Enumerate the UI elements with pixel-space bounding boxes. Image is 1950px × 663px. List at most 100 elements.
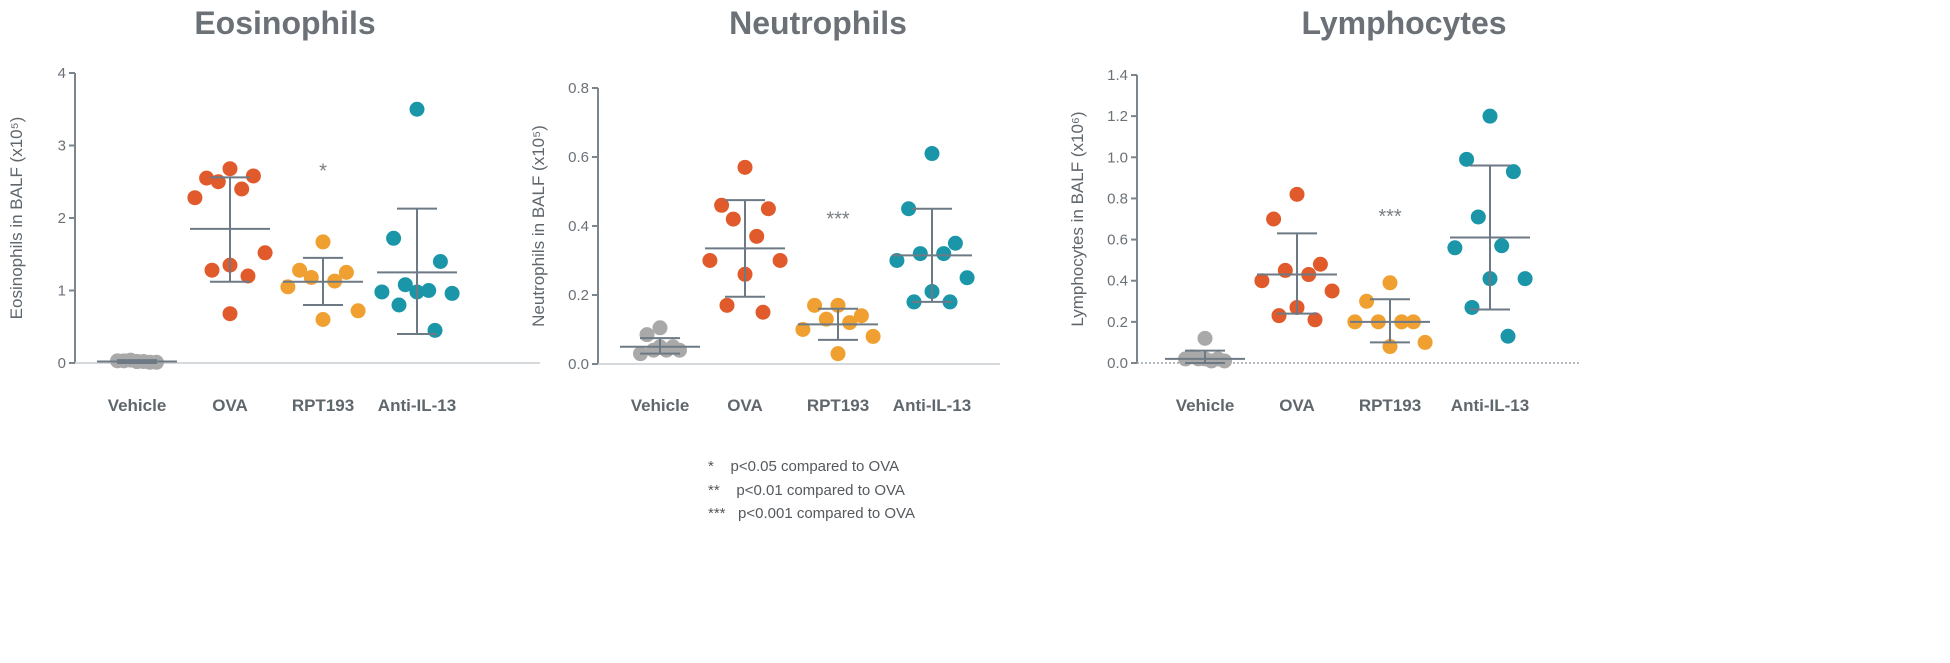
data-point [772, 253, 788, 268]
data-point [1289, 186, 1305, 202]
data-point [737, 159, 753, 175]
data-point [315, 312, 331, 327]
data-point [853, 308, 869, 324]
y-tick-label: 4 [58, 65, 66, 82]
data-point [421, 283, 437, 298]
x-tick-label: RPT193 [807, 396, 869, 415]
data-point [374, 284, 390, 300]
data-point [1517, 271, 1533, 287]
data-point [755, 304, 771, 320]
series-ova [702, 159, 788, 320]
y-tick-label: 0.8 [1107, 190, 1128, 207]
data-point [889, 253, 905, 268]
series-vehicle [620, 320, 700, 362]
significance-marker: *** [826, 209, 850, 231]
data-point [652, 320, 668, 336]
data-point [1217, 353, 1232, 369]
footnote-mark-2: ** [708, 482, 720, 499]
y-tick-label: 1 [58, 283, 66, 300]
data-point [1482, 108, 1498, 124]
x-tick-label: Vehicle [108, 396, 167, 415]
data-point [1271, 308, 1287, 324]
data-point [1382, 275, 1398, 291]
data-point [702, 253, 718, 268]
y-axis-label: Lymphocytes in BALF (x10⁶) [1068, 111, 1087, 326]
significance-marker: *** [1378, 206, 1402, 228]
series-anti-il-13 [374, 101, 460, 338]
data-point [280, 279, 296, 295]
y-tick-label: 0.0 [568, 356, 589, 373]
y-axis-label: Neutrophils in BALF (x10⁵) [529, 125, 548, 327]
data-point [672, 342, 687, 358]
data-point [240, 268, 256, 284]
series-rpt193: * [280, 160, 366, 327]
series-anti-il-13 [1447, 108, 1533, 344]
y-tick-label: 1.0 [1107, 149, 1128, 166]
data-point [199, 170, 215, 186]
data-point [204, 262, 220, 278]
y-axis-label: Eosinophils in BALF (x10⁵) [7, 117, 26, 320]
series-ova [1254, 186, 1340, 328]
x-tick-label: Anti-IL-13 [893, 396, 971, 415]
data-point [1464, 299, 1480, 315]
x-tick-label: RPT193 [1359, 396, 1421, 415]
x-tick-label: Vehicle [631, 396, 690, 415]
chart-title: Lymphocytes [1301, 5, 1506, 41]
data-point [1417, 334, 1433, 350]
data-point [924, 146, 940, 162]
data-point [409, 101, 425, 117]
chart-title: Neutrophils [729, 5, 907, 41]
data-point [187, 190, 203, 206]
footnote-mark-3: *** [708, 505, 726, 522]
data-point [1447, 240, 1463, 256]
data-point [1307, 312, 1323, 328]
data-point [725, 211, 741, 227]
x-tick-label: OVA [1279, 396, 1315, 415]
data-point [234, 181, 250, 197]
data-point [842, 315, 858, 331]
data-point [959, 270, 975, 286]
series-rpt193: *** [795, 209, 881, 362]
data-point [1277, 262, 1293, 278]
data-point [719, 297, 735, 313]
data-point [818, 311, 834, 327]
data-point [901, 201, 917, 217]
y-tick-label: 0 [58, 355, 66, 372]
y-tick-label: 0.4 [1107, 273, 1128, 290]
data-point [315, 234, 331, 250]
data-point [1500, 328, 1516, 344]
x-tick-label: Anti-IL-13 [1451, 396, 1529, 415]
y-tick-label: 0.6 [1107, 232, 1128, 249]
y-tick-label: 2 [58, 210, 66, 227]
footnote-text-1: p<0.05 compared to OVA [730, 458, 900, 475]
footnote-text-2: p<0.01 compared to OVA [736, 482, 905, 499]
data-point [1359, 293, 1375, 309]
data-point [222, 161, 238, 177]
data-point [432, 254, 448, 269]
data-point [1254, 273, 1270, 289]
footnote-mark-1: * [708, 458, 714, 475]
data-point [1312, 256, 1328, 272]
series-vehicle [1165, 330, 1245, 369]
panel-lymphocytes: Lymphocytes Lymphocytes in BALF (x10⁶) 0.0… [1068, 5, 1580, 415]
data-point [386, 230, 402, 246]
y-tick-label: 0.2 [1107, 314, 1128, 331]
x-tick-label: Anti-IL-13 [378, 396, 456, 415]
footnote-line-1: * p<0.05 compared to OVA [708, 458, 899, 475]
data-point [292, 262, 308, 278]
panel-eosinophils: Eosinophils Eosinophils in BALF (x10⁵) 0 1 2… [7, 5, 540, 415]
data-point [245, 168, 261, 184]
series-rpt193: *** [1347, 206, 1433, 355]
x-tick-label: OVA [727, 396, 763, 415]
data-point [947, 235, 963, 251]
data-point [865, 328, 881, 344]
y-tick-label: 1.2 [1107, 108, 1128, 125]
y-tick-label: 3 [58, 138, 66, 155]
data-point [795, 322, 811, 337]
data-point [1197, 330, 1213, 346]
data-point [830, 346, 846, 362]
y-tick-label: 0.0 [1107, 355, 1128, 372]
data-point [1494, 238, 1510, 254]
data-point [391, 297, 407, 313]
